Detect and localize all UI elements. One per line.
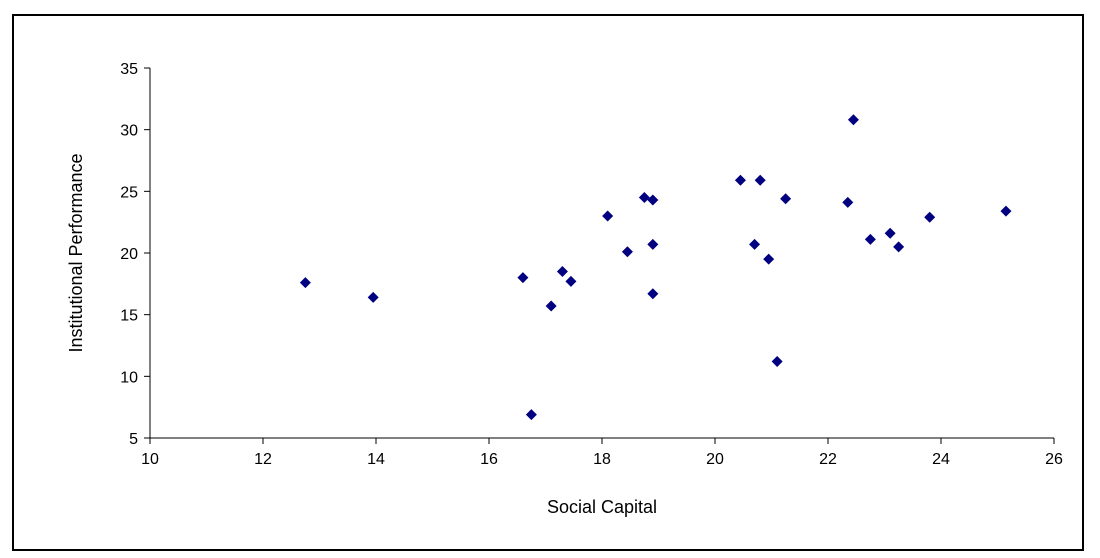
y-tick-label: 10 [120,369,138,386]
y-ticks: 5 10 15 20 25 30 35 [120,61,150,448]
x-tick-label: 10 [141,451,159,468]
y-tick-label: 15 [120,308,138,325]
x-tick-label: 22 [819,451,837,468]
data-point [864,233,876,245]
data-point [780,193,792,205]
y-tick-label: 35 [120,61,138,78]
x-axis-title: Social Capital [547,497,657,517]
axes [149,68,1054,439]
data-point [565,275,577,287]
x-tick-label: 20 [706,451,724,468]
data-point [847,114,859,126]
x-tick-label: 24 [932,451,950,468]
data-point [556,266,568,277]
x-tick-label: 16 [480,451,498,468]
data-point [763,253,775,265]
data-point [602,210,614,222]
data-point [893,241,905,253]
data-point [771,356,783,368]
data-point [842,196,854,208]
y-tick-label: 5 [129,431,138,448]
data-point [517,272,529,284]
x-tick-label: 14 [367,451,385,468]
data-points [299,114,1012,421]
data-point [367,291,379,303]
data-point [754,174,766,186]
x-ticks: 10 12 14 16 18 20 22 24 26 [141,438,1063,468]
y-tick-label: 20 [120,246,138,263]
y-axis-title: Institutional Performance [66,153,86,352]
data-point [647,238,659,250]
data-point [621,246,633,258]
y-tick-label: 30 [120,123,138,140]
data-point [545,300,557,312]
data-point [924,211,936,223]
data-point [525,409,537,421]
data-point [884,227,896,239]
data-point [749,238,761,250]
x-tick-label: 18 [593,451,611,468]
data-point [647,288,659,300]
x-tick-label: 12 [254,451,272,468]
chart-frame [12,14,1084,551]
y-tick-label: 25 [120,184,138,201]
data-point [647,194,659,206]
data-point [638,192,650,203]
data-point [734,174,746,186]
x-tick-label: 26 [1045,451,1063,468]
data-point [1000,205,1012,217]
data-point [299,277,311,289]
